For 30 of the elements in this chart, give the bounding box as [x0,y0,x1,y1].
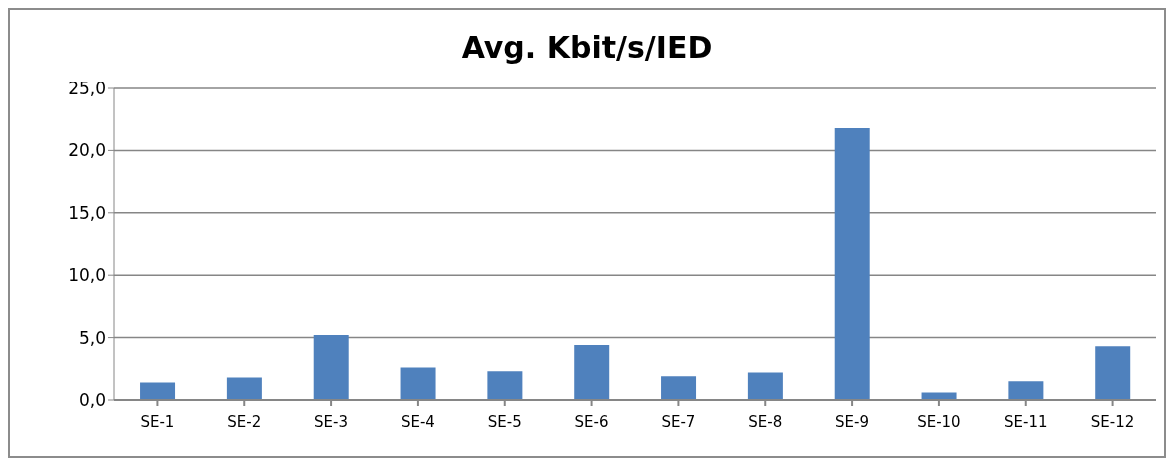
x-tick-label: SE-3 [314,412,349,431]
x-tick-label: SE-8 [748,412,783,431]
x-tick-label: SE-4 [400,412,435,431]
y-tick-label: 0,0 [78,390,106,411]
x-tick-label: SE-7 [661,412,696,431]
y-tick-label: 25,0 [68,78,106,99]
x-tick-label: SE-12 [1090,412,1135,431]
x-tick-label: SE-6 [574,412,609,431]
bar [226,377,262,400]
x-tick-label: SE-10 [917,412,961,431]
bar [313,335,349,400]
bar [747,372,783,400]
bar [140,382,176,400]
bar [834,127,870,400]
bar [1095,346,1131,400]
bar [400,367,436,400]
x-tick-label: SE-5 [487,412,522,431]
x-tick-label: SE-2 [227,412,262,431]
x-tick-label: SE-1 [140,412,175,431]
x-tick-label: SE-9 [835,412,870,431]
x-tick-label: SE-11 [1004,412,1048,431]
y-tick-label: 5,0 [78,327,106,348]
bar [1008,381,1044,400]
y-tick-label: 20,0 [68,140,106,161]
bar [487,371,523,400]
bar [574,345,610,400]
bar [661,376,697,400]
chart-title: Avg. Kbit/s/IED [461,30,713,65]
y-tick-label: 10,0 [68,265,106,286]
y-tick-label: 15,0 [68,202,106,223]
